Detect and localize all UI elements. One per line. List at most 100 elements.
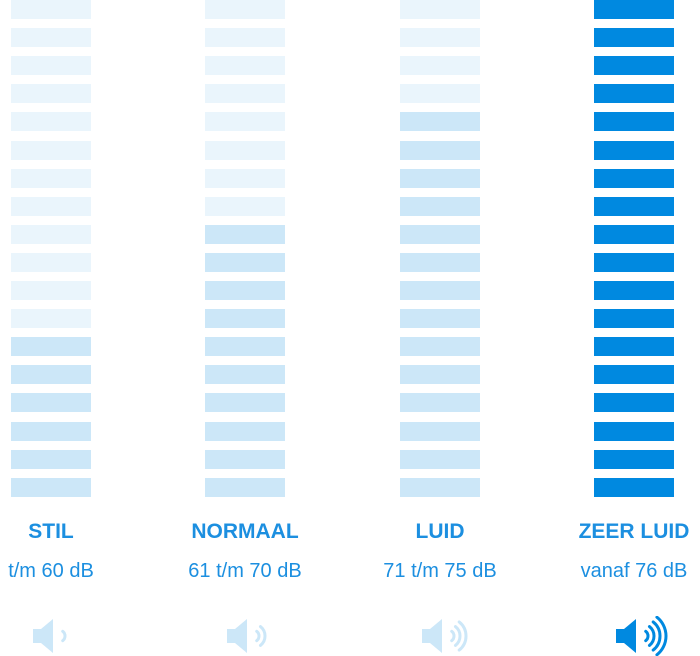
speaker-icon	[227, 619, 267, 653]
meter-bar	[11, 84, 91, 104]
meter-bar	[11, 252, 91, 272]
speaker-body	[33, 619, 53, 653]
meter-bar	[11, 365, 91, 385]
meter-bar	[400, 84, 480, 104]
meter-bar	[400, 112, 480, 132]
meter-bar	[11, 421, 91, 441]
meter-bar	[400, 337, 480, 357]
meter-bar	[205, 393, 285, 413]
meter-bar	[205, 224, 285, 244]
level-range: t/m 60 dB	[8, 560, 94, 582]
speaker-icon	[33, 619, 67, 653]
meter-bar	[400, 56, 480, 76]
meter-bar	[594, 252, 674, 272]
meter-bar	[594, 0, 674, 19]
meter-bar	[205, 112, 285, 132]
level-range: 71 t/m 75 dB	[383, 560, 497, 582]
sound-wave	[644, 629, 650, 643]
meter-bar	[400, 224, 480, 244]
meter-bar	[594, 421, 674, 441]
level-column-stil: STIL t/m 60 dB	[8, 0, 94, 656]
meter-bar	[594, 337, 674, 357]
meter-bar	[400, 365, 480, 385]
meter-bar	[400, 393, 480, 413]
meter-bar	[594, 224, 674, 244]
level-column-normaal: NORMAAL 61 t/m 70 dB	[188, 0, 302, 656]
sound-wave	[450, 629, 456, 643]
meter-bar	[11, 28, 91, 48]
meter-bar	[400, 281, 480, 300]
meter-bar	[11, 337, 91, 357]
meter-bar	[11, 224, 91, 244]
meter-bar	[11, 196, 91, 216]
meter-bar	[594, 393, 674, 413]
sound-wave	[647, 625, 656, 647]
level-range: 61 t/m 70 dB	[188, 560, 302, 582]
sound-wave	[453, 625, 462, 647]
meter-bar	[594, 365, 674, 385]
level-title: STIL	[28, 520, 74, 543]
meter-bar	[400, 449, 480, 469]
meter-bar	[11, 0, 91, 19]
meter-bar	[400, 0, 480, 19]
speaker-icon	[616, 616, 668, 656]
meter-bar	[11, 112, 91, 132]
meter-bar	[594, 84, 674, 104]
level-column-luid: LUID 71 t/m 75 dB	[383, 0, 497, 656]
level-column-zeer-luid: ZEER LUID vanaf 76 dB	[579, 0, 689, 656]
meter-bar	[205, 421, 285, 441]
meter-bar	[205, 449, 285, 469]
sound-wave	[61, 629, 67, 643]
meter-bar	[400, 477, 480, 497]
meter-bar	[594, 477, 674, 497]
meter-bar	[11, 168, 91, 188]
level-range: vanaf 76 dB	[580, 560, 688, 582]
meter-bar	[205, 0, 285, 19]
sound-wave	[255, 629, 261, 643]
meter-bar	[205, 168, 285, 188]
meter-bar	[205, 28, 285, 48]
meter-bar	[11, 477, 91, 497]
meter-bar	[400, 421, 480, 441]
sound-wave	[651, 620, 662, 652]
meter-bar	[594, 449, 674, 469]
meter-bar	[205, 309, 285, 329]
meter-bar	[400, 309, 480, 329]
meter-bar	[11, 309, 91, 329]
meter-bar	[11, 449, 91, 469]
meter-bar	[400, 168, 480, 188]
meter-bar	[11, 281, 91, 300]
level-title: ZEER LUID	[578, 520, 690, 543]
meter-bar	[594, 196, 674, 216]
meter-bar	[205, 140, 285, 160]
speaker-body	[227, 619, 247, 653]
meter-bar	[400, 140, 480, 160]
meter-bar	[205, 281, 285, 300]
meter-bar	[594, 309, 674, 329]
meter-bar	[11, 56, 91, 76]
sound-wave	[457, 620, 468, 652]
meter-bar	[400, 28, 480, 48]
level-title: LUID	[415, 520, 465, 543]
speaker-body	[616, 619, 636, 653]
meter-bar	[594, 28, 674, 48]
meter-bar	[205, 252, 285, 272]
sound-wave	[655, 616, 668, 656]
meter-bar	[205, 84, 285, 104]
meter-bar	[594, 140, 674, 160]
meter-bar	[205, 56, 285, 76]
speaker-icon	[422, 619, 468, 653]
sound-wave	[258, 625, 267, 647]
meter-bar	[594, 56, 674, 76]
meter-bar	[594, 168, 674, 188]
meter-bar	[400, 196, 480, 216]
meter-bar	[205, 365, 285, 385]
meter-bar	[400, 252, 480, 272]
meter-bar	[11, 393, 91, 413]
meter-bar	[11, 140, 91, 160]
meter-bar	[205, 196, 285, 216]
meter-bar	[594, 281, 674, 300]
level-title: NORMAAL	[191, 520, 299, 543]
speaker-body	[422, 619, 442, 653]
meter-bar	[205, 477, 285, 497]
